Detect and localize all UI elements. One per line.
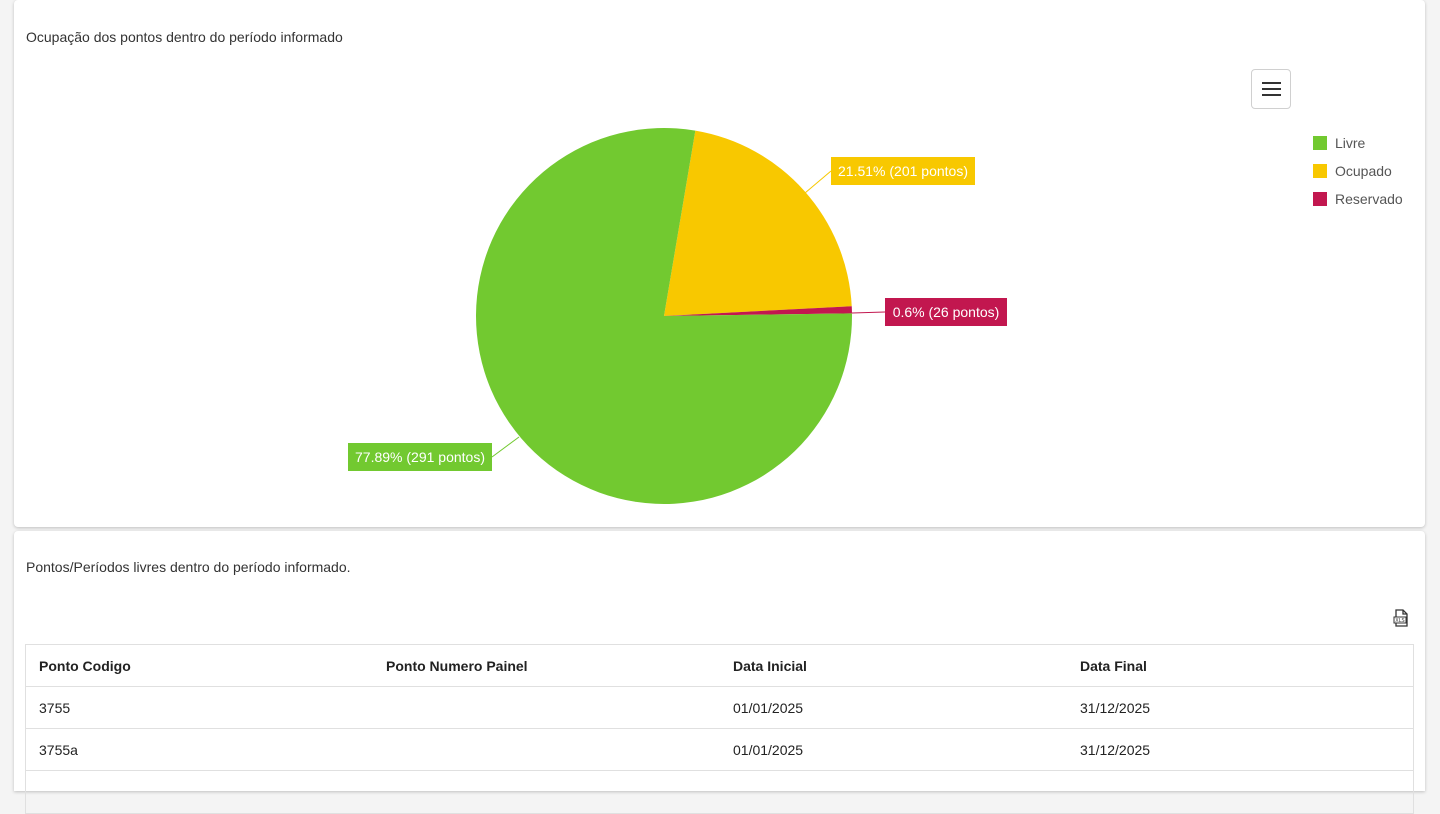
table-row[interactable]: 3755a 01/01/2025 31/12/2025 (26, 729, 1413, 771)
chart-legend: Livre Ocupado Reservado (1313, 129, 1403, 213)
pie-chart: 21.51% (201 pontos) 0.6% (26 pontos) 77.89… (348, 128, 1007, 505)
free-points-table-card: Pontos/Períodos livres dentro do período… (14, 531, 1425, 814)
pie-data-label-ocupado: 21.51% (201 pontos) (838, 163, 968, 179)
legend-swatch (1313, 136, 1327, 150)
cell-data-final: 31/12/2025 (1080, 699, 1151, 716)
excel-export-icon[interactable]: XLS (1391, 608, 1411, 628)
table-row-partial[interactable] (26, 771, 1413, 813)
chart-menu-button[interactable] (1251, 69, 1291, 109)
legend-item-ocupado[interactable]: Ocupado (1313, 157, 1403, 185)
svg-text:XLS: XLS (1395, 618, 1404, 624)
legend-label: Reservado (1335, 191, 1403, 207)
pie-data-label-livre: 77.89% (291 pontos) (355, 449, 485, 465)
legend-item-livre[interactable]: Livre (1313, 129, 1403, 157)
legend-label: Ocupado (1335, 163, 1392, 179)
cell-data-final: 31/12/2025 (1080, 741, 1151, 758)
pie-label-connector (851, 311, 886, 314)
pie-label-box (831, 157, 975, 185)
table-row[interactable]: 3755 01/01/2025 31/12/2025 (26, 687, 1413, 729)
column-header-ponto-numero-painel[interactable]: Ponto Numero Painel (386, 657, 528, 674)
column-header-data-inicial[interactable]: Data Inicial (733, 657, 807, 674)
pie-slice-livre[interactable] (475, 128, 852, 505)
cell-data-inicial: 01/01/2025 (733, 741, 804, 758)
table-title: Pontos/Períodos livres dentro do período… (26, 559, 351, 575)
pie-label-connector (491, 436, 520, 458)
pie-label-connector (804, 170, 832, 194)
legend-item-reservado[interactable]: Reservado (1313, 185, 1403, 213)
pie-slice-reservado[interactable] (664, 306, 852, 316)
occupancy-chart-card: Ocupação dos pontos dentro do período in… (14, 0, 1425, 527)
chart-title: Ocupação dos pontos dentro do período in… (26, 29, 343, 45)
free-points-table: Ponto Codigo Ponto Numero Painel Data In… (25, 644, 1414, 814)
legend-swatch (1313, 192, 1327, 206)
cell-ponto-codigo: 3755a (39, 741, 78, 758)
cell-data-inicial: 01/01/2025 (733, 699, 804, 716)
pie-data-label-reservado: 0.6% (26 pontos) (893, 304, 1000, 320)
cell-ponto-codigo: 3755 (39, 699, 71, 716)
column-header-data-final[interactable]: Data Final (1080, 657, 1147, 674)
pie-slice-ocupado[interactable] (664, 130, 852, 316)
column-header-ponto-codigo[interactable]: Ponto Codigo (39, 657, 131, 674)
pie-label-box (348, 443, 492, 471)
pie-label-box (885, 298, 1007, 326)
legend-swatch (1313, 164, 1327, 178)
legend-label: Livre (1335, 135, 1366, 151)
table-header-row: Ponto Codigo Ponto Numero Painel Data In… (26, 645, 1413, 687)
